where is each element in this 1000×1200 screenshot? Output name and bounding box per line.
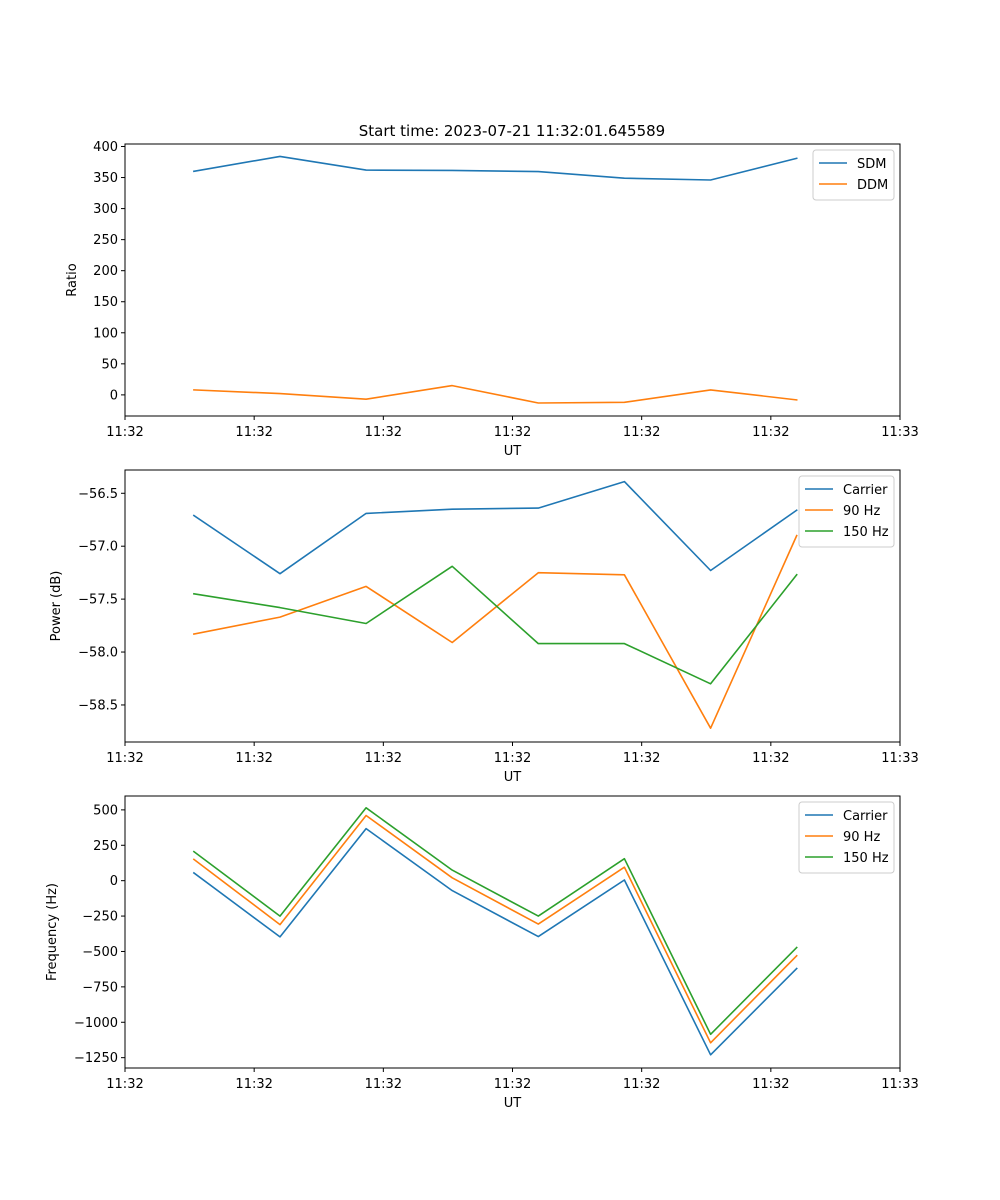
legend-label: Carrier bbox=[843, 809, 888, 824]
y-tick-label: 250 bbox=[93, 233, 118, 248]
y-tick-label: −750 bbox=[82, 980, 118, 995]
y-tick-label: 0 bbox=[110, 874, 118, 889]
legend-box bbox=[798, 801, 895, 874]
legend-label: DDM bbox=[857, 178, 888, 193]
panels: 0 50 100 150 200 250 300 350 400 11:32 11:32 11:32 1… bbox=[45, 140, 919, 1111]
y-tick-label: 400 bbox=[93, 140, 118, 155]
series-line-carrier bbox=[192, 827, 798, 1056]
legend-label: Carrier bbox=[843, 483, 888, 498]
x-tick-label: 11:32 bbox=[623, 425, 660, 440]
y-tick-label: −57.5 bbox=[78, 593, 118, 608]
y-tick-label: 200 bbox=[93, 264, 118, 279]
y-tick-label: −58.0 bbox=[78, 646, 118, 661]
y-axis-label: Ratio bbox=[65, 263, 80, 296]
legend: Carrier 90 Hz 150 Hz bbox=[798, 801, 895, 874]
legend-label: SDM bbox=[857, 157, 886, 172]
series-line-150-hz bbox=[192, 806, 798, 1036]
chart-title: Start time: 2023-07-21 11:32:01.645589 bbox=[359, 122, 665, 140]
y-tick-label: −500 bbox=[82, 945, 118, 960]
x-tick-label: 11:32 bbox=[752, 751, 789, 766]
legend-label: 150 Hz bbox=[843, 525, 889, 540]
y-tick-label: −57.0 bbox=[78, 540, 118, 555]
y-tick-label: 500 bbox=[93, 803, 118, 818]
x-axis-label: UT bbox=[504, 1096, 522, 1111]
y-tick-label: −250 bbox=[82, 910, 118, 925]
y-tick-label: 250 bbox=[93, 839, 118, 854]
x-tick-label: 11:33 bbox=[881, 1077, 918, 1092]
x-tick-label: 11:32 bbox=[235, 1077, 272, 1092]
x-tick-label: 11:32 bbox=[623, 751, 660, 766]
y-tick-label: 300 bbox=[93, 202, 118, 217]
y-axis-label: Frequency (Hz) bbox=[45, 883, 60, 981]
y-tick-label: 350 bbox=[93, 171, 118, 186]
legend-label: 90 Hz bbox=[843, 504, 880, 519]
x-tick-label: 11:32 bbox=[365, 425, 402, 440]
legend-label: 90 Hz bbox=[843, 830, 880, 845]
x-tick-label: 11:32 bbox=[365, 751, 402, 766]
series-line-ddm bbox=[193, 384, 798, 404]
x-tick-label: 11:32 bbox=[235, 751, 272, 766]
x-tick-label: 11:32 bbox=[365, 1077, 402, 1092]
legend-label: 150 Hz bbox=[843, 851, 889, 866]
y-tick-label: −1000 bbox=[74, 1016, 118, 1031]
series-line-90-hz bbox=[192, 534, 798, 730]
x-tick-label: 11:32 bbox=[623, 1077, 660, 1092]
x-tick-label: 11:32 bbox=[752, 1077, 789, 1092]
x-tick-label: 11:32 bbox=[752, 425, 789, 440]
y-tick-label: −58.5 bbox=[78, 698, 118, 713]
y-tick-label: −1250 bbox=[74, 1051, 118, 1066]
legend: SDM DDM bbox=[812, 149, 895, 201]
x-tick-label: 11:32 bbox=[494, 751, 531, 766]
x-tick-label: 11:32 bbox=[106, 751, 143, 766]
series-line-90-hz bbox=[192, 814, 798, 1044]
x-tick-label: 11:32 bbox=[106, 1077, 143, 1092]
y-tick-label: 100 bbox=[93, 326, 118, 341]
series-line-carrier bbox=[192, 480, 798, 575]
x-tick-label: 11:32 bbox=[106, 425, 143, 440]
x-tick-label: 11:33 bbox=[881, 425, 918, 440]
x-axis-label: UT bbox=[504, 770, 522, 785]
axes-frame bbox=[124, 469, 901, 743]
axes-frame bbox=[124, 795, 901, 1069]
y-tick-label: 0 bbox=[110, 388, 118, 403]
legend: Carrier 90 Hz 150 Hz bbox=[798, 475, 895, 548]
series-line-150-hz bbox=[192, 565, 798, 685]
legend-box bbox=[798, 475, 895, 548]
x-axis-label: UT bbox=[504, 444, 522, 459]
x-tick-label: 11:32 bbox=[494, 425, 531, 440]
axes-frame bbox=[124, 143, 901, 417]
x-tick-label: 11:33 bbox=[881, 751, 918, 766]
y-tick-label: 50 bbox=[101, 357, 118, 372]
panel-2: −58.5 −58.0 −57.5 −57.0 −56.5 11:32 11:32 11:32… bbox=[49, 469, 919, 785]
x-tick-label: 11:32 bbox=[235, 425, 272, 440]
x-tick-label: 11:32 bbox=[494, 1077, 531, 1092]
panel-1: 0 50 100 150 200 250 300 350 400 11:32 11:32 11:32 1… bbox=[65, 140, 919, 459]
series-line-sdm bbox=[192, 155, 798, 181]
y-axis-label: Power (dB) bbox=[49, 571, 64, 642]
panel-3: −1250 −1000 −750 −500 −250 0 250 500 11:32 11:32 1… bbox=[45, 795, 919, 1111]
y-tick-label: −56.5 bbox=[78, 487, 118, 502]
y-tick-label: 150 bbox=[93, 295, 118, 310]
